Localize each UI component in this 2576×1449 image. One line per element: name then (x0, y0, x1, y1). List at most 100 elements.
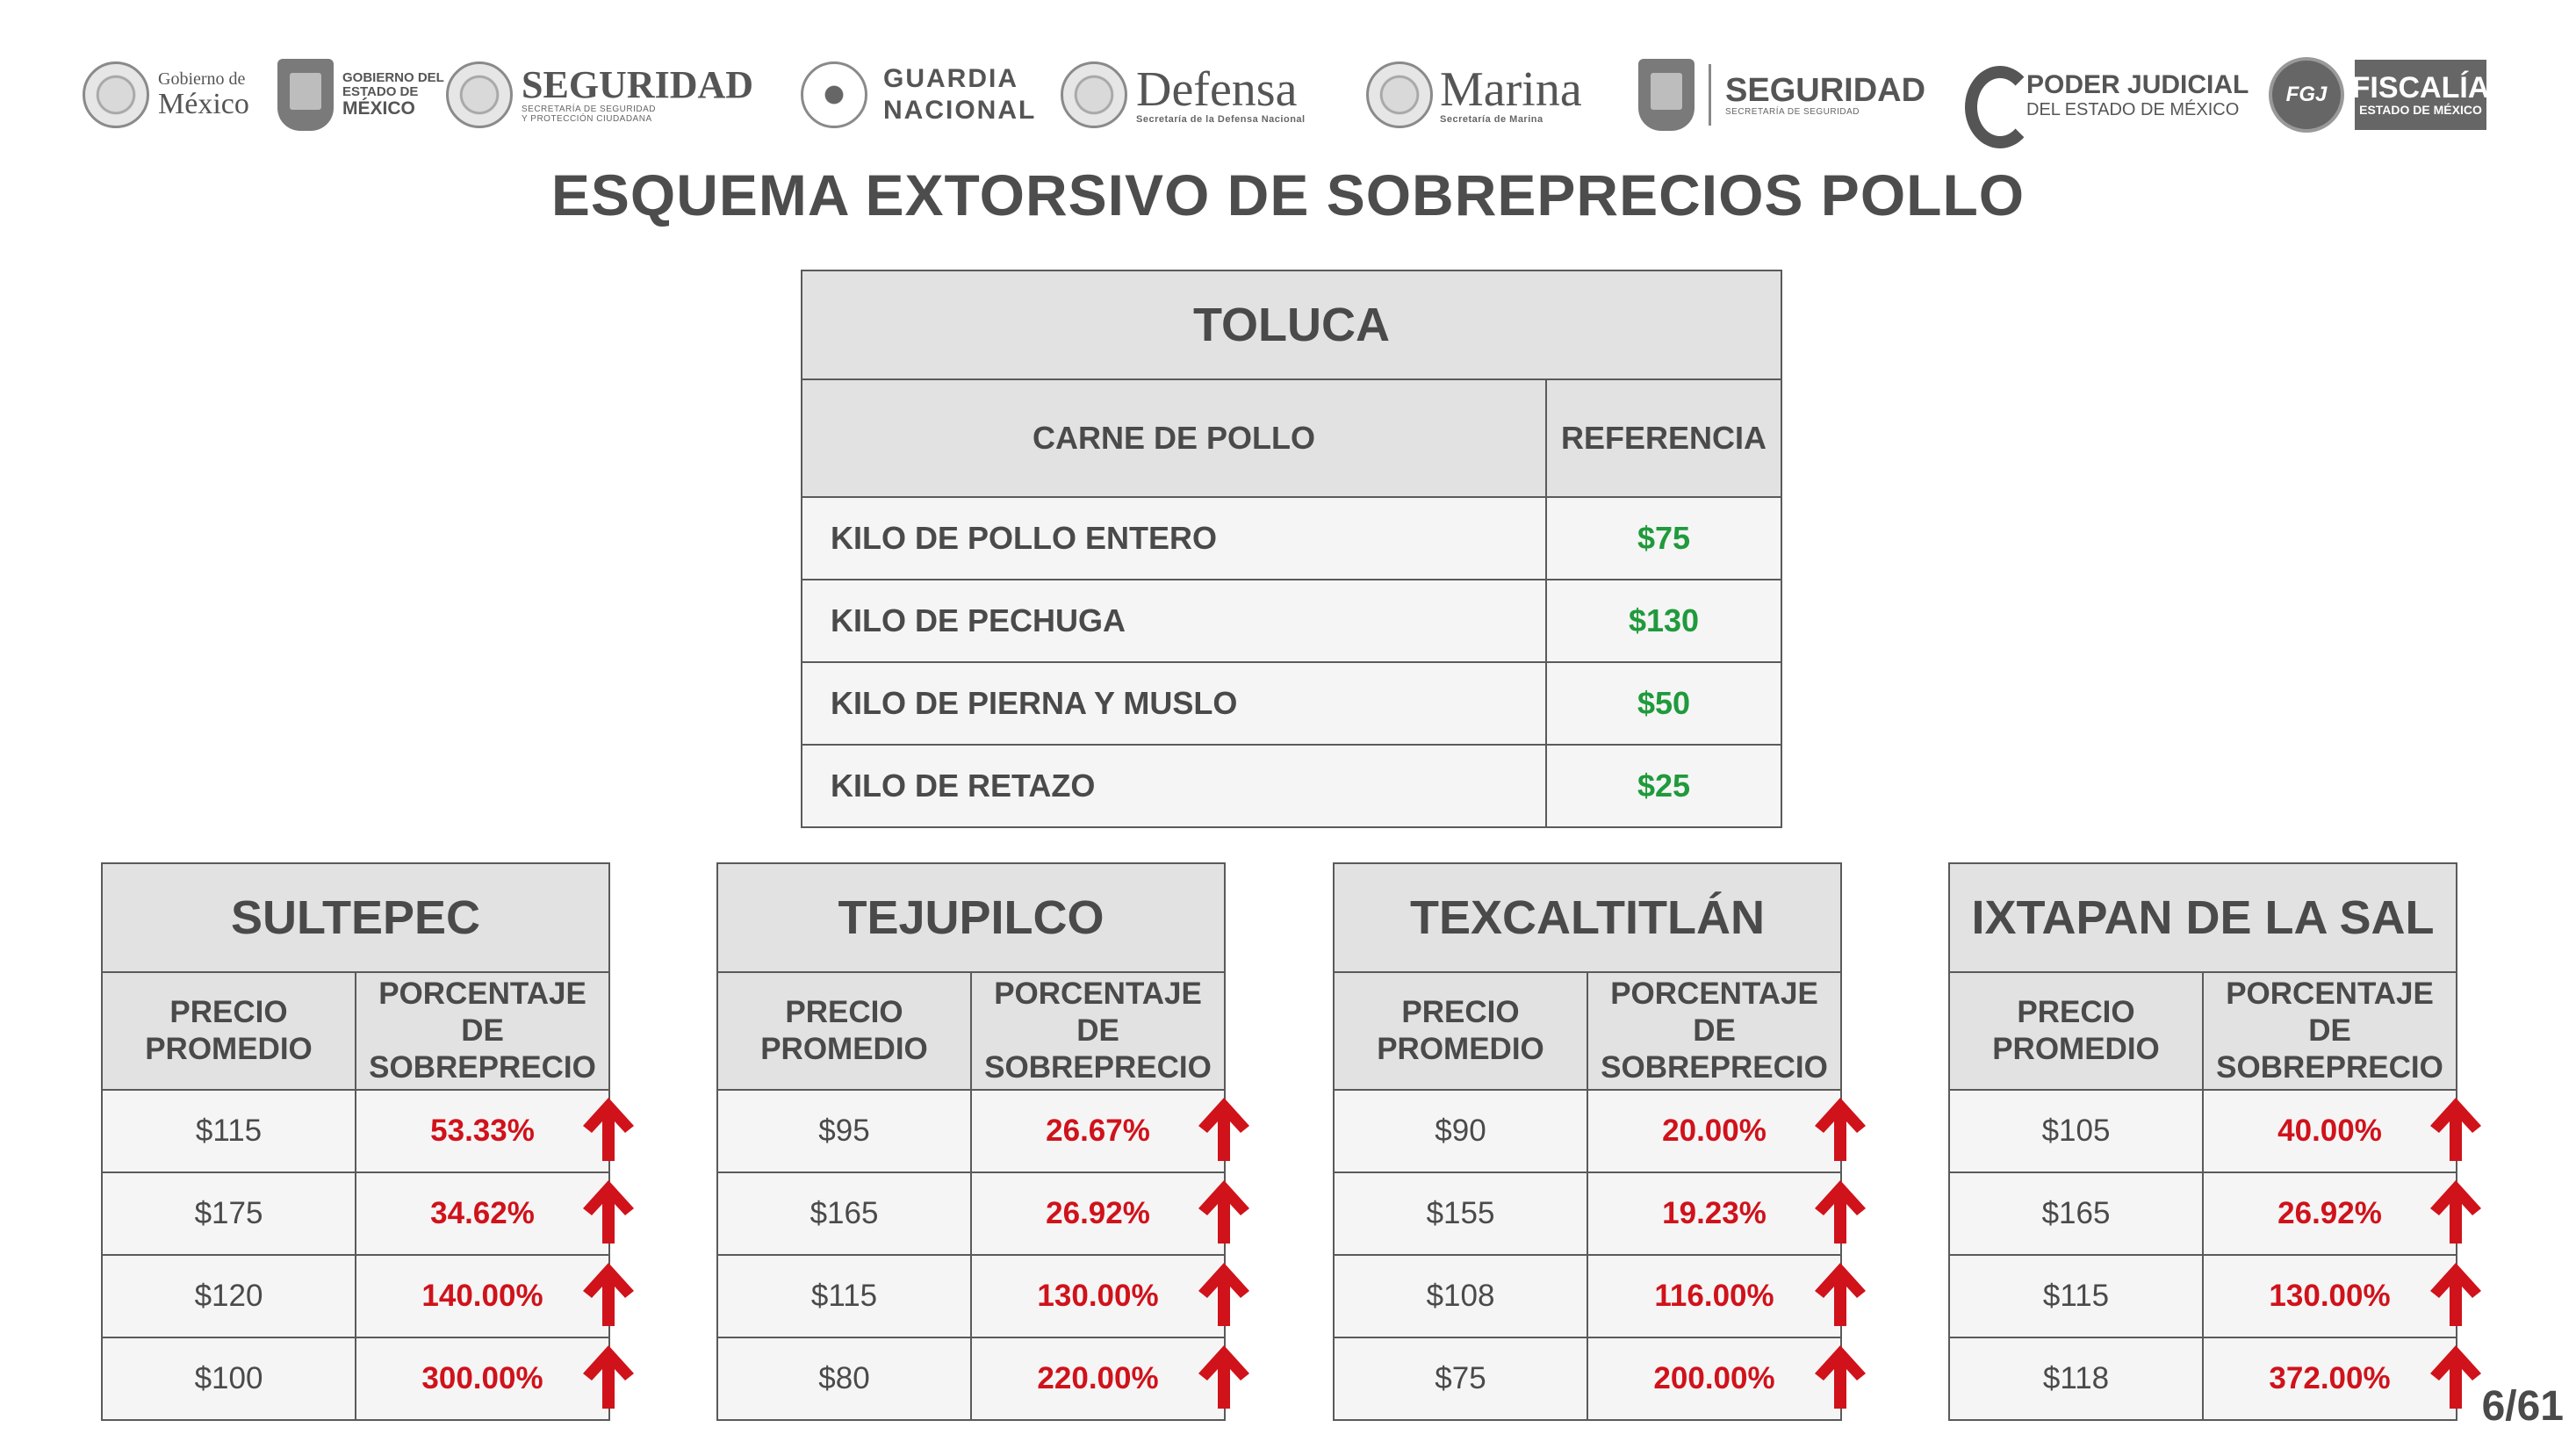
table-row: $108 116.00% (1333, 1254, 1843, 1338)
edomex-shield-icon (277, 59, 334, 131)
overprice-percentage: 300.00% (355, 1337, 610, 1421)
overprice-percentage: 20.00% (1586, 1089, 1843, 1173)
table-row: $165 26.92% (716, 1171, 1227, 1256)
table-row: KILO DE RETAZO $25 (801, 744, 1782, 828)
city-table: TEXCALTITLÁN PRECIO PROMEDIO PORCENTAJE DE SO… (1332, 862, 1843, 1421)
overprice-percentage: 26.92% (969, 1171, 1227, 1256)
average-price: $120 (101, 1254, 356, 1338)
table-row: $175 34.62% (101, 1171, 610, 1256)
average-price: $115 (716, 1254, 972, 1338)
poder-judicial-logo: PODER JUDICIAL DEL ESTADO DE MÉXICO (1961, 51, 2249, 148)
city-name: TEXCALTITLÁN (1332, 862, 1843, 973)
item-name: KILO DE PIERNA Y MUSLO (801, 661, 1547, 746)
coat-of-arms-icon (446, 61, 513, 128)
table-row: $118 372.00% (1948, 1337, 2458, 1421)
seguridad-edomex-logo: SEGURIDAD SECRETARÍA DE SEGURIDAD (1638, 51, 1925, 139)
column-header-porcentaje: PORCENTAJE DE SOBREPRECIO (355, 971, 610, 1091)
overprice-percentage: 130.00% (969, 1254, 1227, 1338)
marina-logo: Marina Secretaría de Marina (1366, 51, 1582, 139)
reference-price: $75 (1545, 496, 1782, 580)
red-up-arrow-icon (1815, 1098, 1866, 1161)
overprice-percentage: 53.33% (355, 1089, 610, 1173)
reference-price: $130 (1545, 579, 1782, 663)
table-row: $95 26.67% (716, 1089, 1227, 1173)
reference-price: $50 (1545, 661, 1782, 746)
average-price: $118 (1948, 1337, 2204, 1421)
overprice-percentage: 372.00% (2201, 1337, 2458, 1421)
red-up-arrow-icon (2430, 1345, 2481, 1409)
table-row: $115 53.33% (101, 1089, 610, 1173)
overprice-percentage: 220.00% (969, 1337, 1227, 1421)
item-name: KILO DE PECHUGA (801, 579, 1547, 663)
table-row: KILO DE POLLO ENTERO $75 (801, 496, 1782, 580)
overprice-percentage: 140.00% (355, 1254, 610, 1338)
table-row: $115 130.00% (716, 1254, 1227, 1338)
red-up-arrow-icon (1198, 1263, 1249, 1326)
average-price: $155 (1333, 1171, 1588, 1256)
reference-price: $25 (1545, 744, 1782, 828)
table-row: $80 220.00% (716, 1337, 1227, 1421)
city-name: SULTEPEC (101, 862, 610, 973)
average-price: $165 (716, 1171, 972, 1256)
defensa-logo: Defensa Secretaría de la Defensa Naciona… (1061, 51, 1306, 139)
table-row: $155 19.23% (1333, 1171, 1843, 1256)
edomex-logo: GOBIERNO DEL ESTADO DE MÉXICO (277, 51, 444, 139)
red-up-arrow-icon (1815, 1180, 1866, 1244)
reference-table: TOLUCA CARNE DE POLLO REFERENCIA KILO DE… (801, 270, 1782, 828)
column-header-precio: PRECIO PROMEDIO (716, 971, 972, 1091)
red-up-arrow-icon (1815, 1263, 1866, 1326)
table-row: $120 140.00% (101, 1254, 610, 1338)
column-header-carne: CARNE DE POLLO (801, 378, 1547, 498)
column-header-porcentaje: PORCENTAJE DE SOBREPRECIO (2201, 971, 2458, 1091)
red-up-arrow-icon (583, 1345, 634, 1409)
coat-of-arms-icon (1061, 61, 1127, 128)
table-row: KILO DE PIERNA Y MUSLO $50 (801, 661, 1782, 746)
overprice-percentage: 26.92% (2201, 1171, 2458, 1256)
table-row: $90 20.00% (1333, 1089, 1843, 1173)
item-name: KILO DE POLLO ENTERO (801, 496, 1547, 580)
overprice-percentage: 130.00% (2201, 1254, 2458, 1338)
overprice-percentage: 200.00% (1586, 1337, 1843, 1421)
item-name: KILO DE RETAZO (801, 744, 1547, 828)
average-price: $100 (101, 1337, 356, 1421)
page-number: 6/61 (2481, 1383, 2564, 1430)
edomex-shield-icon (1638, 59, 1695, 131)
table-row: $115 130.00% (1948, 1254, 2458, 1338)
overprice-percentage: 19.23% (1586, 1171, 1843, 1256)
column-header-precio: PRECIO PROMEDIO (101, 971, 356, 1091)
average-price: $105 (1948, 1089, 2204, 1173)
table-row: $105 40.00% (1948, 1089, 2458, 1173)
overprice-percentage: 116.00% (1586, 1254, 1843, 1338)
table-row: $165 26.92% (1948, 1171, 2458, 1256)
average-price: $90 (1333, 1089, 1588, 1173)
city-table: SULTEPEC PRECIO PROMEDIO PORCENTAJE DE SOBREP… (101, 862, 610, 1421)
red-up-arrow-icon (2430, 1263, 2481, 1326)
table-row: $75 200.00% (1333, 1337, 1843, 1421)
city-table: IXTAPAN DE LA SAL PRECIO PROMEDIO PORCENTAJ… (1947, 862, 2458, 1421)
column-header-porcentaje: PORCENTAJE DE SOBREPRECIO (969, 971, 1227, 1091)
red-up-arrow-icon (1198, 1180, 1249, 1244)
table-row: KILO DE PECHUGA $130 (801, 579, 1782, 663)
average-price: $75 (1333, 1337, 1588, 1421)
average-price: $175 (101, 1171, 356, 1256)
page-title: ESQUEMA EXTORSIVO DE SOBREPRECIOS POLLO (550, 162, 2026, 227)
guardia-nacional-emblem-icon (801, 61, 867, 128)
overprice-percentage: 34.62% (355, 1171, 610, 1256)
column-header-precio: PRECIO PROMEDIO (1948, 971, 2204, 1091)
overprice-percentage: 40.00% (2201, 1089, 2458, 1173)
fgj-emblem-icon: FGJ (2269, 57, 2344, 133)
overprice-percentage: 26.67% (969, 1089, 1227, 1173)
column-header-porcentaje: PORCENTAJE DE SOBREPRECIO (1586, 971, 1843, 1091)
column-header-precio: PRECIO PROMEDIO (1333, 971, 1588, 1091)
red-up-arrow-icon (1198, 1345, 1249, 1409)
city-name: IXTAPAN DE LA SAL (1947, 862, 2458, 973)
gobierno-mexico-logo: Gobierno de México (83, 51, 249, 139)
city-table: TEJUPILCO PRECIO PROMEDIO PORCENTAJE DE SOBRE… (716, 862, 1227, 1421)
sspc-logo: SEGURIDAD SECRETARÍA DE SEGURIDAD Y PROT… (446, 51, 753, 139)
coat-of-arms-icon (83, 61, 149, 128)
fiscalia-badge: FISCALÍA ESTADO DE MÉXICO (2352, 60, 2489, 130)
red-up-arrow-icon (583, 1098, 634, 1161)
coat-of-arms-icon (1366, 61, 1433, 128)
reference-city-name: TOLUCA (801, 270, 1782, 380)
average-price: $80 (716, 1337, 972, 1421)
